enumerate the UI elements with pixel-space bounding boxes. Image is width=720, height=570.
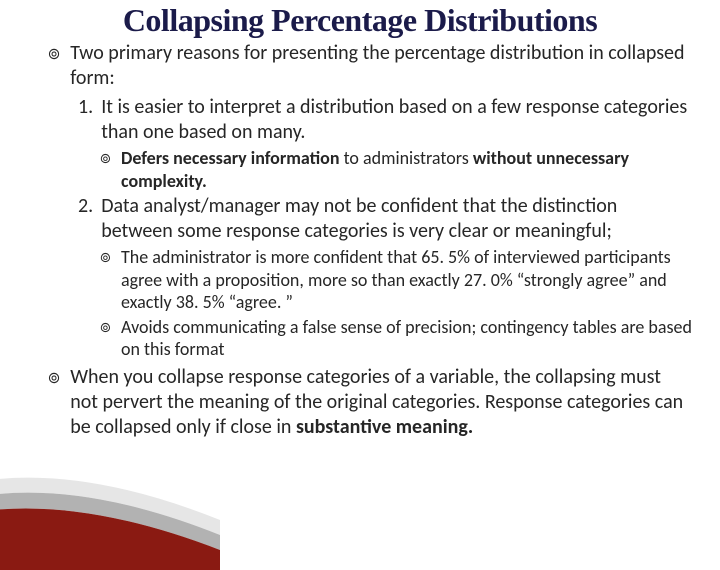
sub-text-2b: Avoids communicating a false sense of pr… — [121, 316, 692, 361]
list-item-1: 1. It is easier to interpret a distribut… — [78, 95, 692, 145]
closing-bold: substantive meaning. — [296, 415, 473, 439]
sub-bullet-1: ๏ Defers necessary information to admini… — [100, 147, 692, 192]
bullet-icon: ๏ — [48, 365, 60, 389]
sub-bullet-2a: ๏ The administrator is more confident th… — [100, 246, 692, 314]
list-number-2: 2. — [78, 194, 93, 218]
swoosh-bottom — [0, 508, 220, 570]
bullet-icon: ๏ — [100, 246, 111, 268]
closing-bullet: ๏ When you collapse response categories … — [48, 365, 692, 440]
intro-bullet: ๏ Two primary reasons for presenting the… — [48, 41, 692, 91]
list-item-2: 2. Data analyst/manager may not be confi… — [78, 194, 692, 244]
list-text-1: It is easier to interpret a distribution… — [101, 95, 692, 145]
sub-bullet-2b: ๏ Avoids communicating a false sense of … — [100, 316, 692, 361]
slide-body: ๏ Two primary reasons for presenting the… — [0, 41, 720, 440]
bullet-icon: ๏ — [100, 147, 111, 169]
list-text-2: Data analyst/manager may not be confiden… — [101, 194, 692, 244]
closing-text: When you collapse response categories of… — [70, 365, 692, 440]
sub1-bold-prefix: Defers necessary information — [121, 147, 340, 169]
intro-text: Two primary reasons for presenting the p… — [70, 41, 692, 91]
bullet-icon: ๏ — [100, 316, 111, 338]
slide-title: Collapsing Percentage Distributions — [0, 0, 720, 39]
swoosh-decoration — [0, 430, 220, 570]
swoosh-top — [0, 478, 220, 535]
sub-text-2a: The administrator is more confident that… — [121, 246, 692, 314]
sub-text-1: Defers necessary information to administ… — [121, 147, 692, 192]
bullet-icon: ๏ — [48, 41, 60, 65]
list-number-1: 1. — [78, 95, 93, 119]
sub1-mid: to administrators — [340, 147, 473, 169]
swoosh-mid — [0, 493, 220, 550]
